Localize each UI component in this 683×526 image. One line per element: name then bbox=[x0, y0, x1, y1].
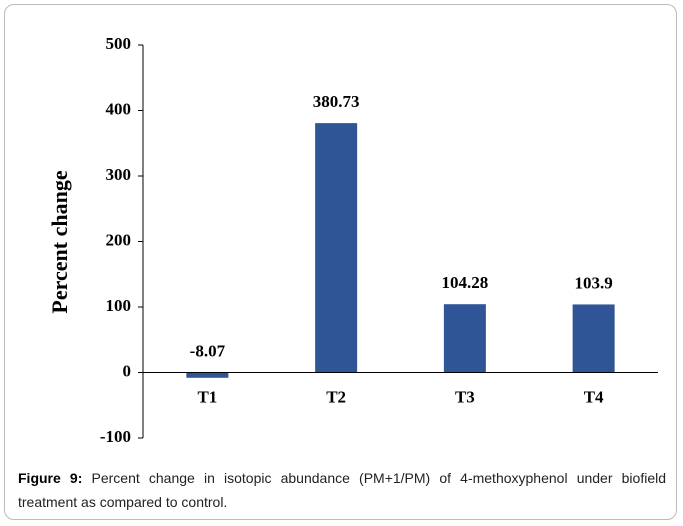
x-tick-label: T1 bbox=[197, 387, 217, 406]
x-tick-label: T3 bbox=[455, 387, 475, 406]
caption: Figure 9: Percent change in isotopic abu… bbox=[18, 466, 666, 514]
y-tick-label: 500 bbox=[106, 34, 132, 53]
figure-frame bbox=[4, 4, 677, 520]
bar bbox=[186, 372, 229, 378]
y-tick-label: 300 bbox=[106, 165, 132, 184]
figure-label: Figure 9: bbox=[18, 470, 83, 486]
y-axis-title: Percent change bbox=[47, 170, 72, 313]
x-tick-label: T4 bbox=[584, 387, 604, 406]
bar bbox=[315, 123, 358, 373]
caption-text: Percent change in isotopic abundance (PM… bbox=[18, 470, 667, 510]
y-tick-label: 0 bbox=[123, 361, 132, 380]
y-tick-label: -100 bbox=[100, 427, 131, 446]
data-label: 104.28 bbox=[442, 273, 489, 292]
bar bbox=[572, 304, 615, 373]
data-label: -8.07 bbox=[190, 341, 226, 360]
data-label: 380.73 bbox=[313, 92, 360, 111]
data-label: 103.9 bbox=[575, 273, 613, 292]
y-tick-label: 200 bbox=[106, 230, 132, 249]
x-tick-label: T2 bbox=[326, 387, 346, 406]
y-tick-label: 400 bbox=[106, 99, 132, 118]
chart: Percent change -100 0 100 200 300 400 500 T1 -8.… bbox=[47, 34, 658, 446]
y-tick-label: 100 bbox=[106, 296, 132, 315]
bar bbox=[443, 304, 486, 373]
